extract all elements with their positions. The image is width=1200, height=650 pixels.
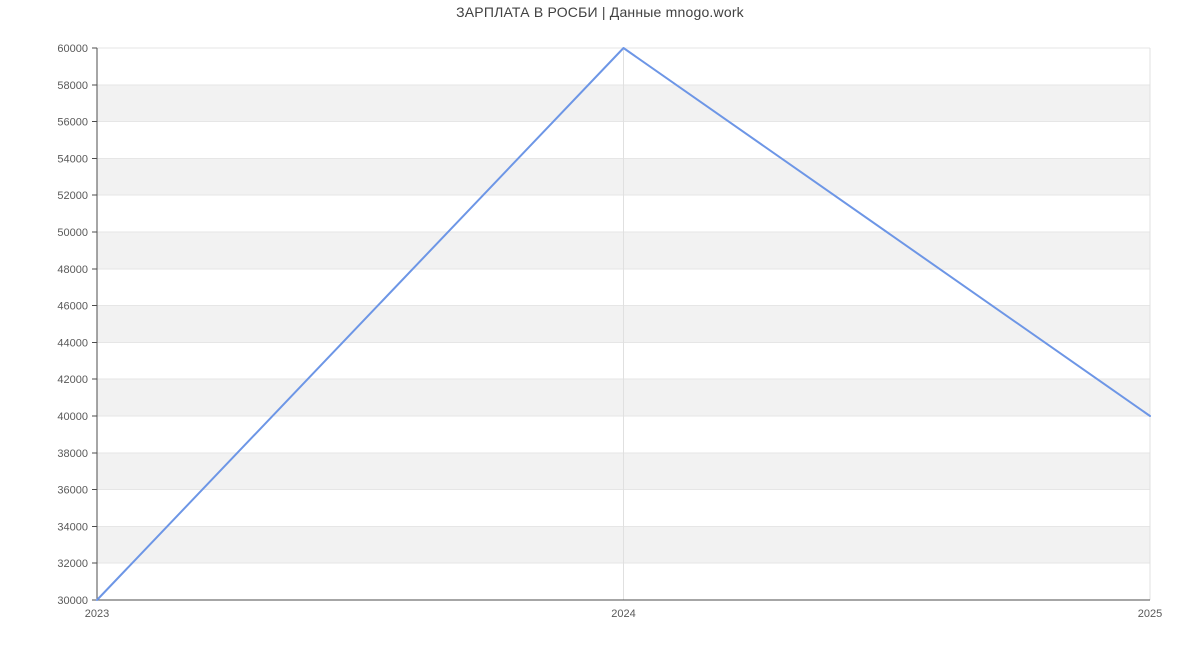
x-tick-label: 2025	[1138, 608, 1162, 620]
y-tick-label: 30000	[57, 595, 88, 607]
y-tick-label: 54000	[57, 153, 88, 165]
y-tick-label: 32000	[57, 558, 88, 570]
y-tick-label: 58000	[57, 80, 88, 92]
y-tick-label: 40000	[57, 411, 88, 423]
y-tick-label: 50000	[57, 227, 88, 239]
y-tick-label: 60000	[57, 43, 88, 55]
x-tick-label: 2024	[611, 608, 635, 620]
y-tick-label: 56000	[57, 117, 88, 129]
y-tick-label: 46000	[57, 301, 88, 313]
y-tick-label: 52000	[57, 190, 88, 202]
y-tick-label: 38000	[57, 448, 88, 460]
x-tick-label: 2023	[85, 608, 109, 620]
y-tick-label: 34000	[57, 521, 88, 533]
y-tick-label: 44000	[57, 337, 88, 349]
y-tick-label: 36000	[57, 485, 88, 497]
y-tick-label: 42000	[57, 374, 88, 386]
data-line	[96, 47, 1151, 601]
y-tick-label: 48000	[57, 264, 88, 276]
chart-title: ЗАРПЛАТА В РОСБИ | Данные mnogo.work	[456, 4, 744, 20]
